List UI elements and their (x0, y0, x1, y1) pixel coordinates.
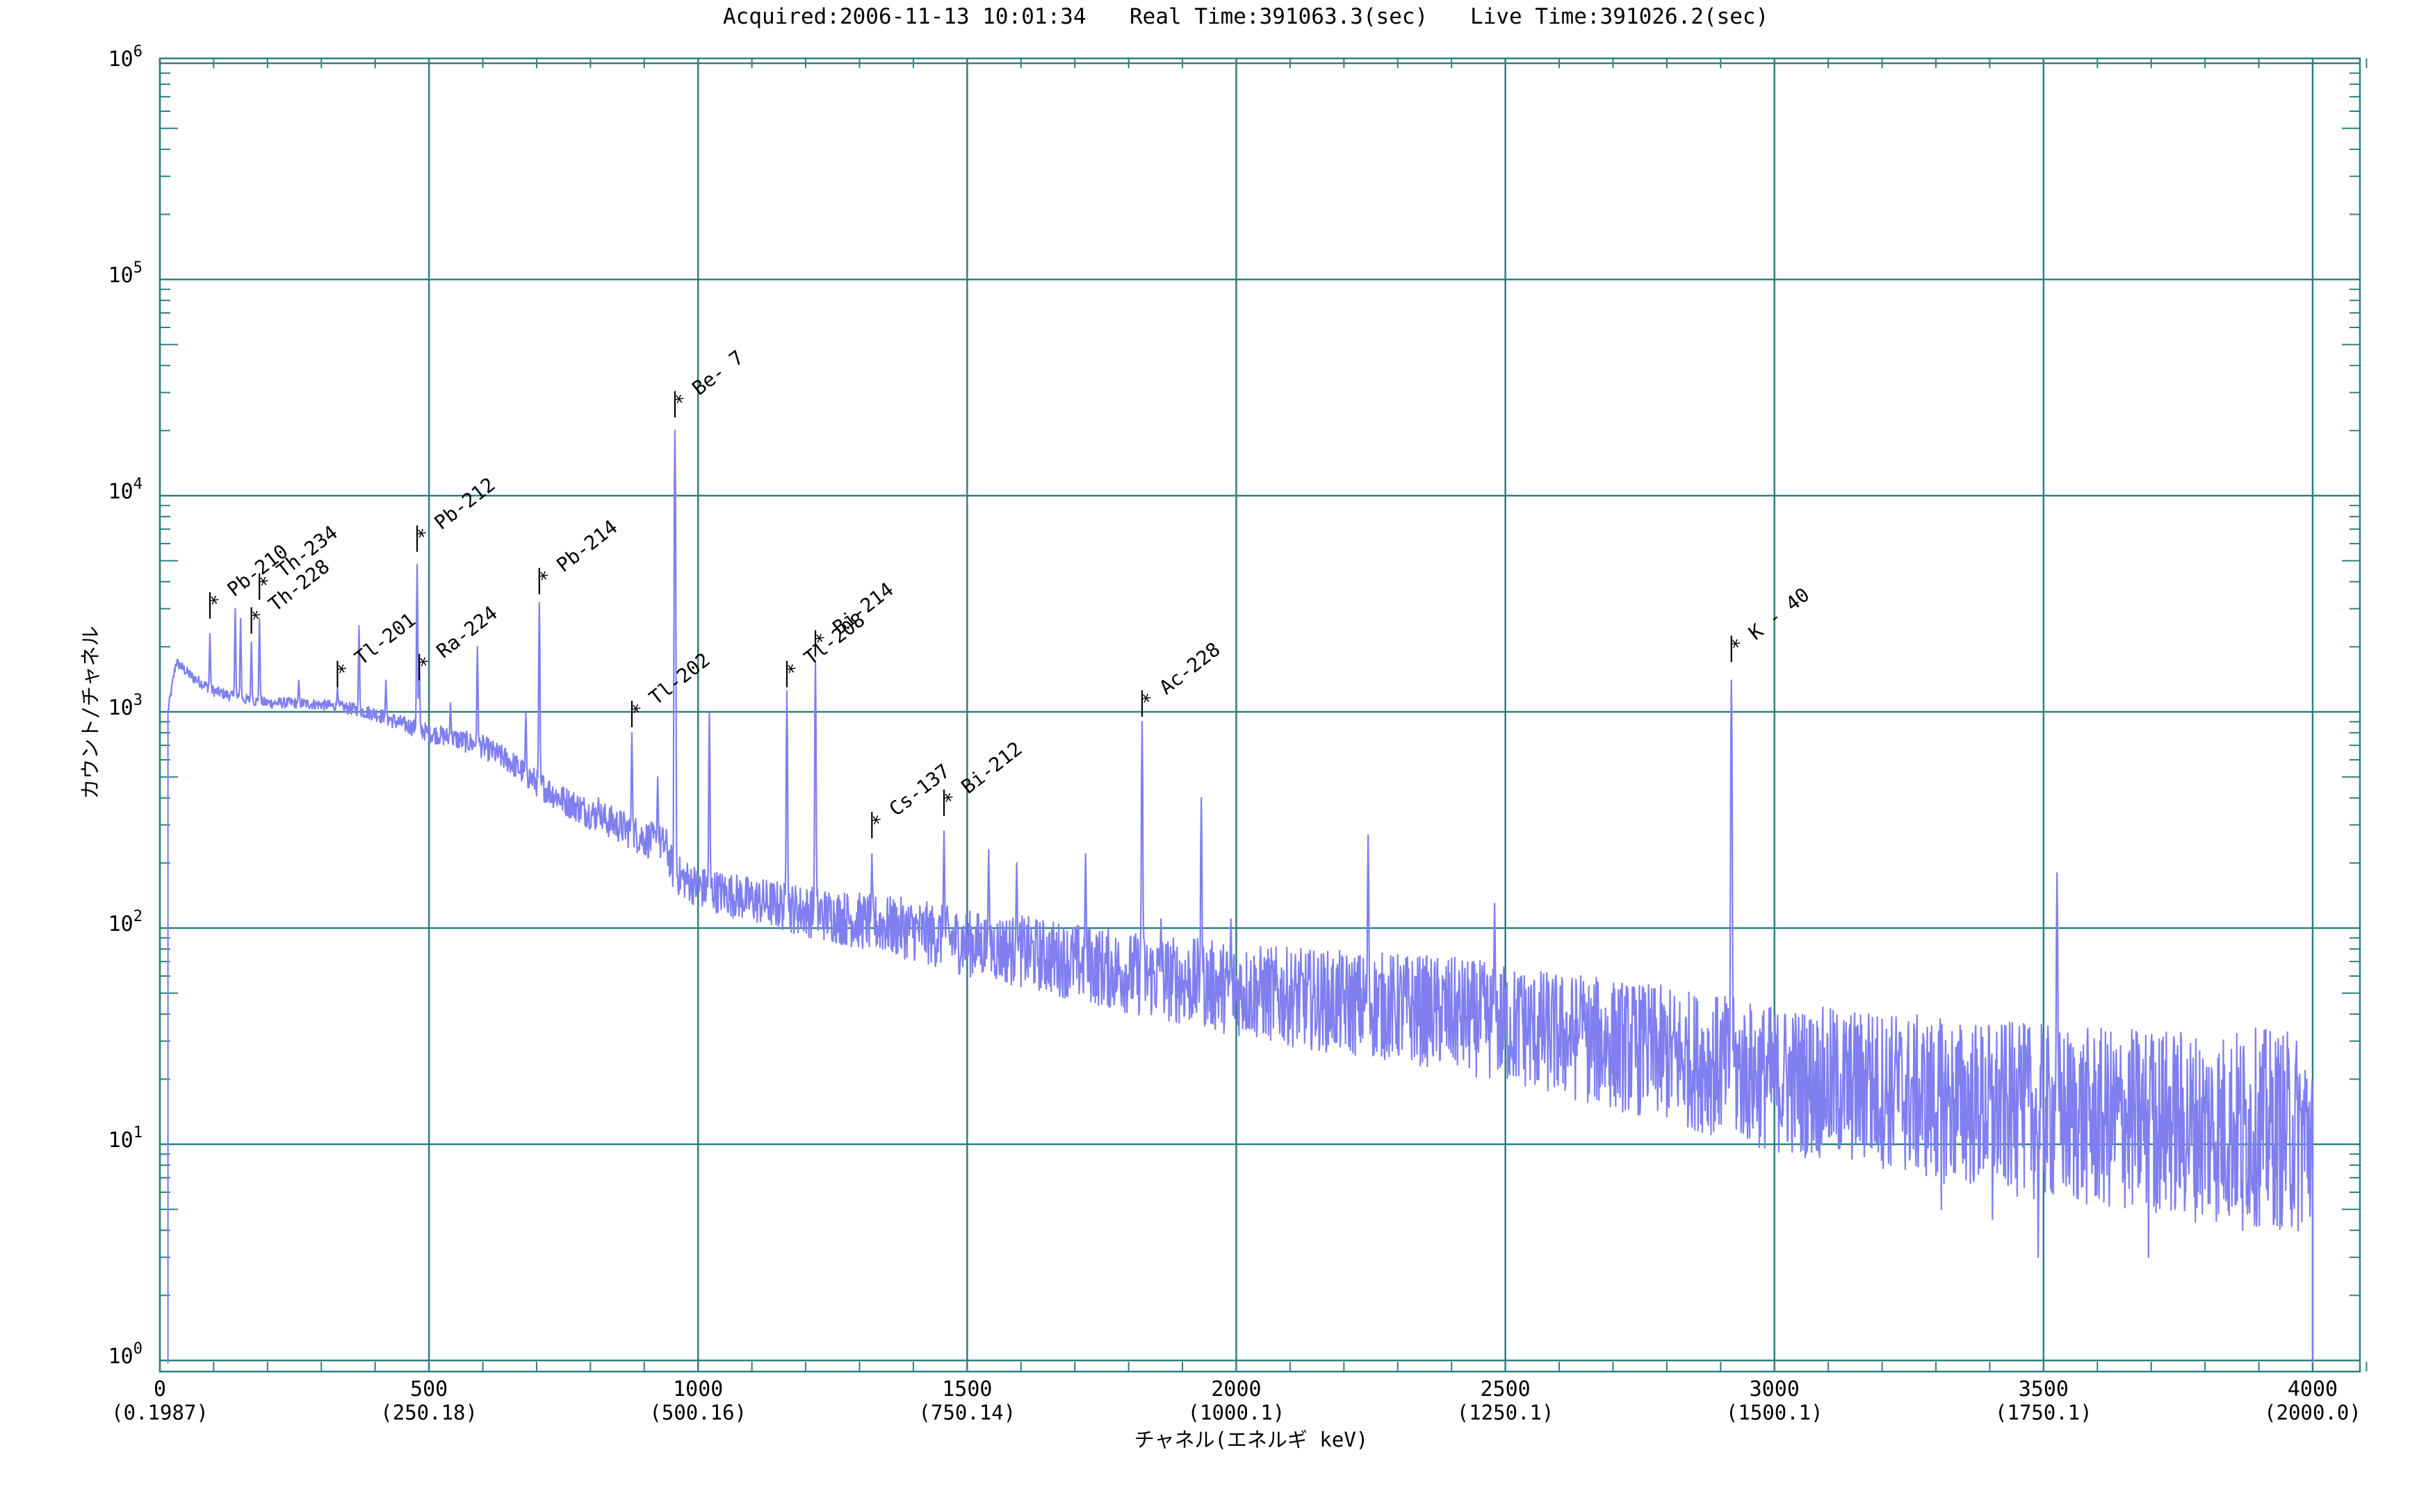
y-tick-label: 102 (108, 908, 142, 936)
x-tick-label: 2500 (1481, 1377, 1531, 1401)
acquired-time: Acquired:2006-11-13 10:01:34 (723, 4, 1086, 29)
x-tick-energy-label: (1750.1) (1995, 1401, 2092, 1424)
y-axis-ticks: 100 101 102 103 104 105 106 (108, 43, 142, 1369)
chart-header: Acquired:2006-11-13 10:01:34 Real Time:3… (723, 4, 1768, 29)
x-tick-energy-label: (1250.1) (1457, 1401, 1554, 1424)
x-axis-label: チャネル(エネルギ keV) (1134, 1428, 1368, 1452)
x-tick-energy-label: (500.16) (649, 1401, 747, 1424)
plot-area (167, 430, 2314, 1363)
x-tick-label: 0 (154, 1377, 166, 1401)
x-axis-ticks: 0(0.1987) 500(250.18) 1000(500.16) 1500(750… (111, 1377, 2361, 1424)
y-tick-label: 105 (108, 259, 142, 288)
x-tick-label: 500 (410, 1377, 448, 1401)
x-tick-energy-label: (250.18) (380, 1401, 478, 1424)
x-tick-label: 3500 (2019, 1377, 2069, 1401)
y-tick-label: 104 (108, 475, 142, 504)
y-tick-label: 103 (108, 692, 142, 720)
x-tick-label: 2000 (1211, 1377, 1261, 1401)
minor-ticks (160, 58, 2368, 1372)
y-axis-label: カウント/チャネル (79, 626, 102, 799)
grid (158, 58, 2360, 1372)
x-tick-energy-label: (0.1987) (111, 1401, 209, 1424)
y-tick-label: 106 (108, 43, 142, 72)
x-tick-label: 1000 (673, 1377, 723, 1401)
live-time: Live Time:391026.2(sec) (1470, 4, 1768, 29)
x-tick-label: 3000 (1750, 1377, 1800, 1401)
x-tick-energy-label: (2000.0) (2264, 1401, 2361, 1424)
spectrum-series (167, 430, 2314, 1363)
x-tick-energy-label: (750.14) (919, 1401, 1016, 1424)
plot-frame (158, 57, 2361, 1373)
x-tick-label: 1500 (942, 1377, 992, 1401)
y-tick-label: 100 (108, 1340, 142, 1369)
x-tick-label: 4000 (2288, 1377, 2338, 1401)
x-tick-energy-label: (1500.1) (1726, 1401, 1823, 1424)
y-tick-label: 101 (108, 1124, 142, 1153)
x-tick-energy-label: (1000.1) (1188, 1401, 1285, 1424)
real-time: Real Time:391063.3(sec) (1130, 4, 1428, 29)
